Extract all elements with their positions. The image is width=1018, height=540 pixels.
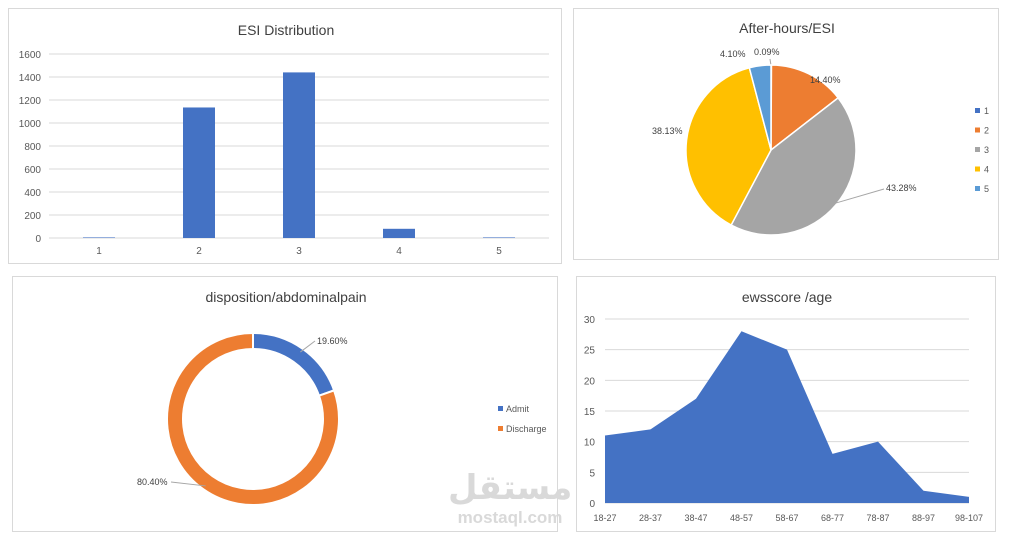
area-series [605,331,969,503]
after-hours-esi-svg: After-hours/ESI 0.09% 14.40% 43.28% 38.13% 4… [652,20,989,236]
y-tick-label: 0 [589,499,595,510]
bar-4 [383,228,415,238]
y-tick-label: 5 [589,468,595,479]
x-tick-label: 4 [396,246,402,257]
watermark-latin: mostaql.com [457,508,563,527]
y-tick-label: 30 [584,315,596,326]
legend-label: Admit [506,404,530,414]
y-tick-label: 800 [24,142,41,153]
y-tick-label: 1000 [19,119,42,130]
x-tick-label: 2 [196,246,202,257]
x-tick-label: 38-47 [684,513,707,523]
chart-title: ESI Distribution [238,22,334,38]
bar-1 [83,237,115,238]
y-tick-label: 200 [24,211,41,222]
x-tick-label: 18-27 [593,513,616,523]
slice-2 [770,64,840,152]
x-tick-label: 48-57 [730,513,753,523]
data-label: 43.28% [886,183,917,193]
legend-label: 3 [984,145,989,155]
x-tick-label: 28-37 [639,513,662,523]
mostaql-watermark: مستقل mostaql.com [448,468,572,532]
watermark-arabic: مستقل [448,468,573,508]
data-label: 4.10% [720,49,746,59]
legend-label: 4 [984,165,989,175]
legend-swatch [498,426,503,431]
x-tick-label: 5 [496,246,502,257]
chart-title: ewsscore /age [742,289,832,305]
x-tick-label: 98-107 [955,513,983,523]
legend-swatch [975,147,980,152]
legend-swatch [975,166,980,172]
y-tick-label: 1600 [19,50,42,61]
bar-5 [483,237,515,238]
legend-label: 2 [984,126,989,136]
leader-line [170,481,206,487]
y-tick-label: 15 [584,407,596,418]
x-tick-label: 78-87 [866,513,889,523]
data-label: 80.40% [137,477,168,487]
legend-swatch [498,406,503,411]
y-tick-label: 600 [24,165,41,176]
leader-line [834,188,885,204]
ewsscore-age-chart: ewsscore /age 0 5 10 15 20 25 30 18-27 28-37 38-4… [576,276,996,532]
bar-3 [283,72,315,239]
data-label: 0.09% [754,47,780,57]
y-tick-label: 0 [35,234,41,245]
x-tick-label: 1 [96,246,102,257]
y-tick-label: 20 [584,376,596,387]
esi-distribution-chart: ESI Distribution 0 200 400 600 800 1000 1200 14… [8,8,562,264]
y-tick-label: 400 [24,188,41,199]
disposition-abdominalpain-svg: disposition/abdominalpain 19.60% 80.40% Ad… [137,289,547,506]
chart-title: disposition/abdominalpain [205,289,366,305]
x-tick-label: 88-97 [912,513,935,523]
y-tick-label: 10 [584,438,596,449]
after-hours-esi-chart: After-hours/ESI 0.09% 14.40% 43.28% 38.13% 4… [573,8,999,260]
leader-line [300,340,316,353]
legend-label: 5 [984,184,989,194]
slice-4 [685,66,772,227]
bar-2 [183,107,215,238]
y-tick-label: 1200 [19,96,42,107]
y-tick-label: 25 [584,346,596,357]
x-tick-label: 68-77 [821,513,844,523]
x-tick-label: 58-67 [775,513,798,523]
ring-segment-discharge [166,331,340,506]
y-tick-label: 1400 [19,73,42,84]
data-label: 14.40% [810,75,841,85]
chart-title: After-hours/ESI [739,20,835,36]
legend-label: 1 [984,106,989,116]
data-label: 38.13% [652,126,683,136]
ewsscore-age-svg: ewsscore /age 0 5 10 15 20 25 30 18-27 28-37 38-4… [584,289,983,523]
legend-swatch [975,108,980,113]
slice-3 [730,96,857,236]
legend-swatch [975,127,980,133]
esi-distribution-svg: ESI Distribution 02004006008001000120014… [19,22,549,257]
legend-swatch [975,186,980,191]
data-label: 19.60% [317,336,348,346]
slice-5 [748,64,772,151]
legend-label: Discharge [506,424,547,434]
x-tick-label: 3 [296,246,302,257]
disposition-abdominalpain-chart: disposition/abdominalpain 19.60% 80.40% Ad… [12,276,558,532]
